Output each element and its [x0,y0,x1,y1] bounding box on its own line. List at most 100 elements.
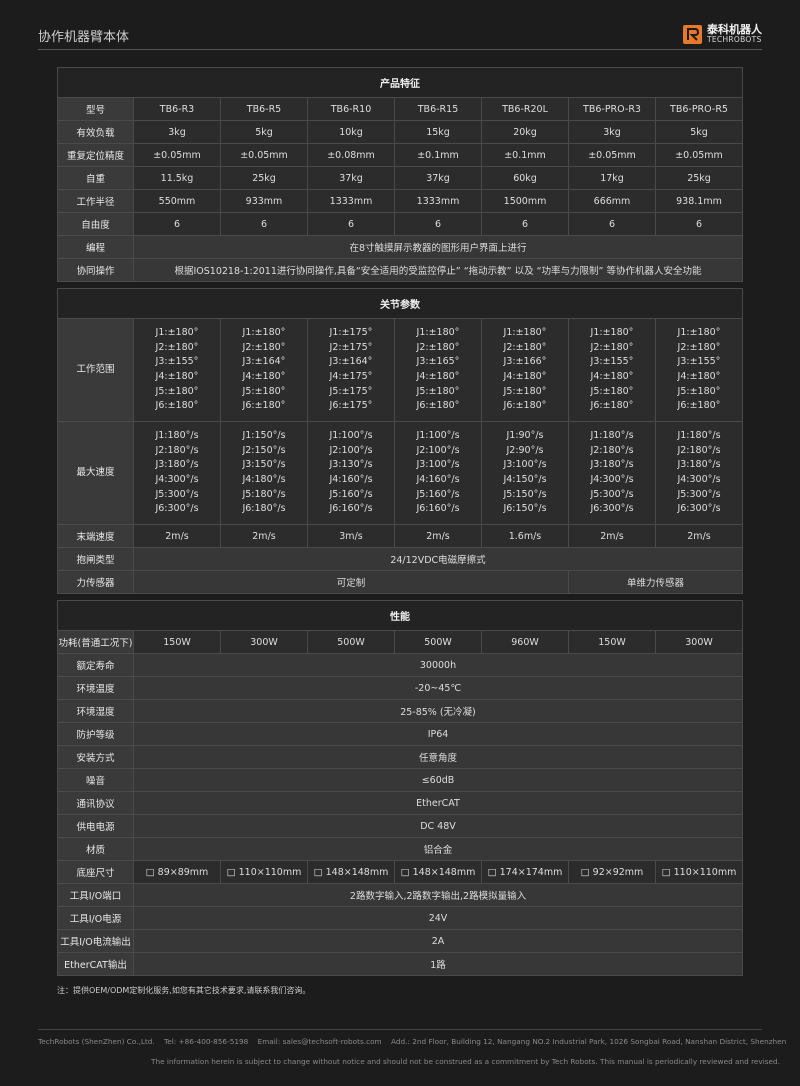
footer-divider [38,1029,762,1030]
cell-line: J3:±166° [503,356,547,368]
cell-line: J2:100°/s [416,444,460,456]
cell-line: J6:±180° [155,400,199,412]
spec-cell: 2m/s [394,524,482,548]
cell-line: J2:±180° [590,341,634,353]
spec-cell: IP64 [133,722,743,746]
cell-line: J2:±175° [329,341,373,353]
cell-line: J4:160°/s [329,474,373,485]
spec-cell: 150W [133,630,221,654]
spec-cell: ±0.05mm [133,143,221,167]
spec-cell: 938.1mm [655,189,743,213]
spec-row: 安装方式 任意角度 [57,745,743,769]
spec-cell: 24V [133,906,743,930]
spec-cell: 25-85% (无冷凝) [133,699,743,723]
spec-row: EtherCAT输出 1路 [57,952,743,976]
cell-line: J2:±180° [242,341,286,353]
spec-row: 协同操作 根据IOS10218-1:2011进行协同操作,具备“安全适用的受监控停… [57,258,743,282]
spec-cell: 15kg [394,120,482,144]
spec-cell: 300W [220,630,308,654]
spec-cell: TB6-R5 [220,97,308,121]
address: Add.: 2nd Floor, Building 12, Nangang NO… [391,1037,787,1046]
spec-cell: 25kg [220,166,308,190]
cell-line: J4:150°/s [503,474,547,485]
cell-line: J5:160°/s [329,488,373,500]
spec-cell: 37kg [394,166,482,190]
spec-cell: 6 [220,212,308,236]
row-label: 防护等级 [57,722,134,746]
spec-row: 额定寿命 30000h [57,653,743,677]
spec-cell: J1:±180° J2:±180° J3:±155° J4:±180° J5:±180°… [133,318,221,422]
cell-line: J6:180°/s [242,503,286,515]
spec-cell: 6 [481,212,569,236]
section-title-row: 关节参数 [57,288,743,319]
cell-line: J5:±180° [242,385,286,397]
row-label: 末端速度 [57,524,134,548]
spec-cell: 6 [307,212,395,236]
spec-cell: 6 [655,212,743,236]
section-title-row: 性能 [57,600,743,631]
spec-cell: 2m/s [220,524,308,548]
spec-cell: 300W [655,630,743,654]
spec-row: 防护等级 IP64 [57,722,743,746]
spec-cell: 6 [133,212,221,236]
spec-cell: 24/12VDC电磁摩擦式 [133,547,743,571]
spec-cell: TB6-PRO-R5 [655,97,743,121]
spec-cell: 500W [307,630,395,654]
spec-cell: 933mm [220,189,308,213]
spec-cell: 1333mm [394,189,482,213]
cell-line: J1:±180° [590,326,634,338]
cell-line: J1:±175° [329,326,373,338]
spec-cell: ±0.05mm [568,143,656,167]
row-label: 力传感器 [57,570,134,594]
spec-cell: □ 92×92mm [568,860,656,884]
row-label: 有效负载 [57,120,134,144]
spec-row: 工具I/O电流输出 2A [57,929,743,953]
spec-cell: 550mm [133,189,221,213]
cell-line: J6:±180° [677,400,721,412]
cell-line: J1:180°/s [590,429,634,441]
spec-cell: 单维力传感器 [568,570,743,594]
spec-cell: J1:±180° J2:±180° J3:±165° J4:±180° J5:±180°… [394,318,482,422]
email: Email: sales@techsoft-robots.com [257,1037,382,1046]
cell-line: J1:±180° [242,326,286,338]
spec-row: 环境湿度 25-85% (无冷凝) [57,699,743,723]
spec-cell: 11.5kg [133,166,221,190]
spec-cell: □ 110×110mm [655,860,743,884]
spec-cell: 17kg [568,166,656,190]
table-body: 产品特征 型号 TB6-R3 TB6-R5 TB6-R10 TB6-R15 TB6-R20L… [57,67,743,282]
cell-line: J6:±175° [329,400,373,412]
spec-cell: J1:180°/s J2:180°/s J3:180°/s J4:300°/s J5:3… [133,421,221,525]
row-label: 环境温度 [57,676,134,700]
spec-table: 关节参数 工作范围 J1:±180° J2:±180° J3:±155° J4:±180°… [57,288,743,594]
cell-line: J3:180°/s [155,459,199,471]
spec-cell: 2路数字输入,2路数字输出,2路模拟量输入 [133,883,743,907]
spec-row: 末端速度 2m/s 2m/s 3m/s 2m/s 1.6m/s 2m/s 2m/s [57,524,743,548]
row-label: 编程 [57,235,134,259]
cell-line: J5:300°/s [677,488,721,500]
cell-line: J6:300°/s [590,503,634,515]
spec-cell: J1:±175° J2:±175° J3:±164° J4:±175° J5:±175°… [307,318,395,422]
cell-line: J6:160°/s [329,503,373,515]
spec-table: 产品特征 型号 TB6-R3 TB6-R5 TB6-R10 TB6-R15 TB6-R20L… [57,67,743,282]
spec-row: 自重 11.5kg 25kg 37kg 37kg 60kg 17kg 25kg [57,166,743,190]
cell-line: J5:±180° [155,385,199,397]
row-label: 底座尺寸 [57,860,134,884]
spec-cell: 2m/s [568,524,656,548]
cell-line: J2:180°/s [155,444,199,456]
spec-table: 性能 功耗(普通工况下) 150W 300W 500W 500W 960W 150W 300W 额… [57,600,743,976]
header-divider [38,49,762,50]
spec-row: 力传感器 可定制 单维力传感器 [57,570,743,594]
cell-line: J6:160°/s [416,503,460,515]
section-title: 产品特征 [57,67,743,98]
spec-cell: DC 48V [133,814,743,838]
cell-line: J5:300°/s [590,488,634,500]
spec-cell: J1:100°/s J2:100°/s J3:130°/s J4:160°/s J5:1… [307,421,395,525]
cell-line: J2:±180° [416,341,460,353]
cell-line: J2:90°/s [506,444,544,456]
spec-row: 抱闸类型 24/12VDC电磁摩擦式 [57,547,743,571]
spec-cell: 5kg [655,120,743,144]
row-label: 最大速度 [57,421,134,525]
cell-line: J3:±165° [416,356,460,368]
row-label: 型号 [57,97,134,121]
